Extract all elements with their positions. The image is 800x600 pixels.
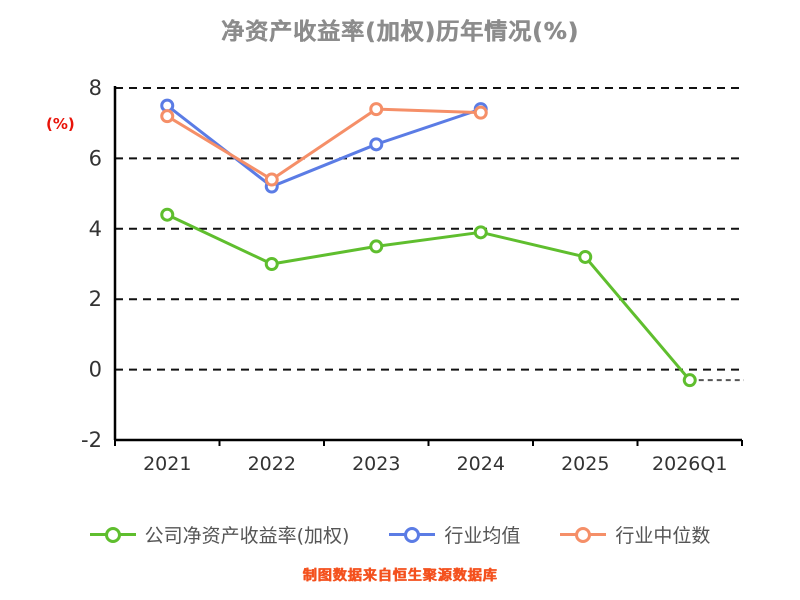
- x-tick-label: 2025: [561, 453, 609, 475]
- x-tick-label: 2023: [352, 453, 400, 475]
- data-point-marker: [160, 109, 175, 124]
- legend-item-industry-median[interactable]: 行业中位数: [560, 521, 710, 548]
- legend-marker-company-icon: [89, 526, 136, 543]
- y-tick-label: 0: [89, 358, 102, 382]
- data-point-marker: [369, 102, 384, 117]
- y-tick-label: 8: [89, 76, 102, 100]
- data-point-marker: [578, 249, 593, 264]
- legend-label-company: 公司净资产收益率(加权): [144, 525, 350, 547]
- data-point-marker: [160, 207, 175, 222]
- x-tick-label: 2026Q1: [652, 453, 727, 475]
- legend: 公司净资产收益率(加权) 行业均值 行业中位数: [0, 521, 800, 548]
- legend-label-industry-median: 行业中位数: [615, 525, 711, 547]
- legend-item-industry-avg[interactable]: 行业均值: [389, 521, 520, 548]
- x-tick-label: 2021: [143, 453, 191, 475]
- series-line: [165, 104, 483, 189]
- data-point-marker: [264, 257, 279, 271]
- x-tick-label: 2022: [248, 453, 296, 475]
- legend-marker-industry-median-icon: [560, 526, 607, 543]
- legend-item-company[interactable]: 公司净资产收益率(加权): [89, 521, 350, 548]
- series-line: [165, 213, 692, 382]
- data-point-marker: [369, 239, 384, 254]
- y-tick-label: -2: [81, 428, 102, 452]
- data-point-marker: [264, 172, 279, 187]
- series-line: [165, 107, 483, 182]
- x-tick-label: 2024: [457, 453, 505, 475]
- y-axis-label: (%): [46, 115, 75, 133]
- y-tick-label: 2: [89, 287, 102, 311]
- y-tick-label: 6: [89, 146, 102, 170]
- legend-label-industry-avg: 行业均值: [444, 525, 521, 547]
- data-point-marker: [369, 137, 384, 152]
- y-tick-label: 4: [89, 217, 102, 241]
- chart-title: 净资产收益率(加权)历年情况(%): [220, 19, 580, 45]
- legend-marker-industry-avg-icon: [389, 526, 436, 543]
- data-point-marker: [473, 105, 488, 120]
- footer-source-note: 制图数据来自恒生聚源数据库: [302, 568, 498, 584]
- data-point-marker: [682, 373, 697, 388]
- data-point-marker: [473, 225, 488, 240]
